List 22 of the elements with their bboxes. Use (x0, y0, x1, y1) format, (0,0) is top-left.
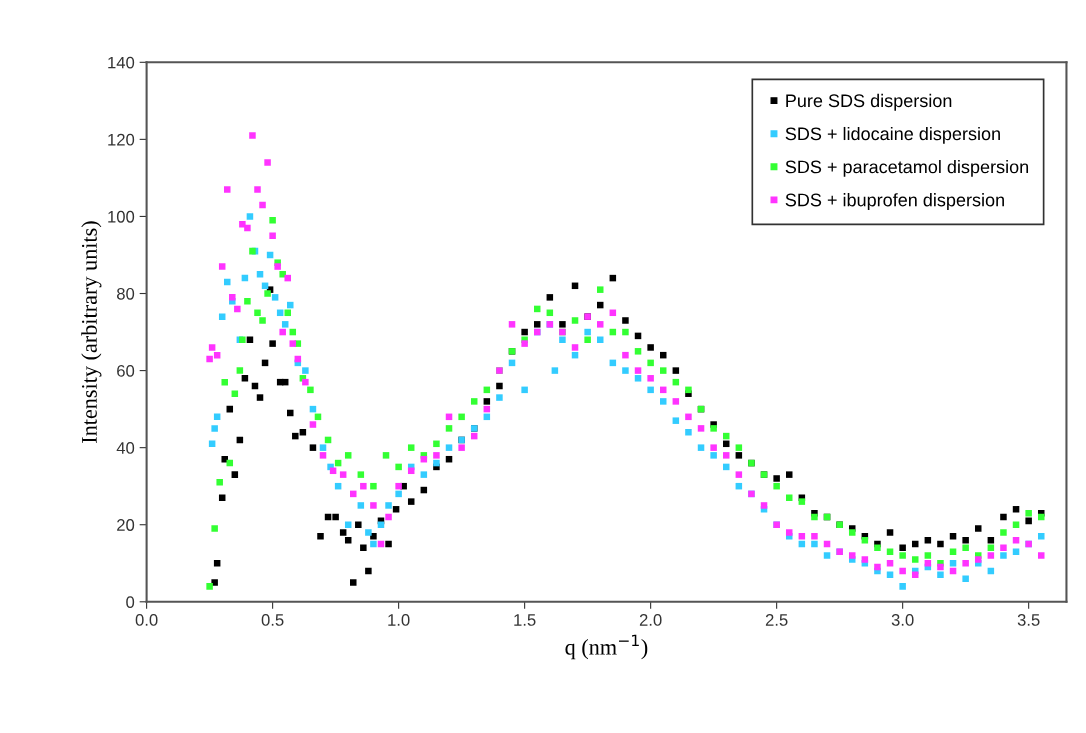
x-tick-label: 2.0 (639, 614, 662, 626)
legend-label: Pure SDS dispersion (786, 93, 952, 111)
y-tick-label: 80 (116, 287, 135, 300)
x-tick-label: 3.5 (1017, 614, 1040, 626)
legend-label: SDS + paracetamol dispersion (785, 160, 1029, 177)
x-axis-title: q (nm$^{−1}$) (565, 634, 648, 660)
x-tick-label: 3.0 (891, 614, 914, 626)
x-tick-label: 0.0 (135, 614, 158, 626)
legend-label: SDS + lidocaine dispersion (785, 126, 1000, 144)
y-tick-label: 140 (108, 56, 135, 69)
x-tick-label: 0.5 (261, 614, 284, 626)
y-tick-label: 20 (117, 519, 135, 531)
y-axis-title: Intensity (arbitrary units) (81, 221, 102, 443)
y-tick-label: 120 (108, 133, 135, 146)
x-tick-label: 2.5 (765, 614, 788, 626)
y-tick-label: 40 (116, 442, 135, 454)
legend-label: SDS + ibuprofen dispersion (785, 193, 1004, 210)
y-tick-label: 100 (108, 210, 135, 223)
x-tick-label: 1.0 (388, 614, 410, 626)
y-tick-label: 0 (126, 596, 135, 608)
x-tick-label: 1.5 (514, 614, 536, 626)
y-tick-label: 60 (117, 364, 135, 377)
